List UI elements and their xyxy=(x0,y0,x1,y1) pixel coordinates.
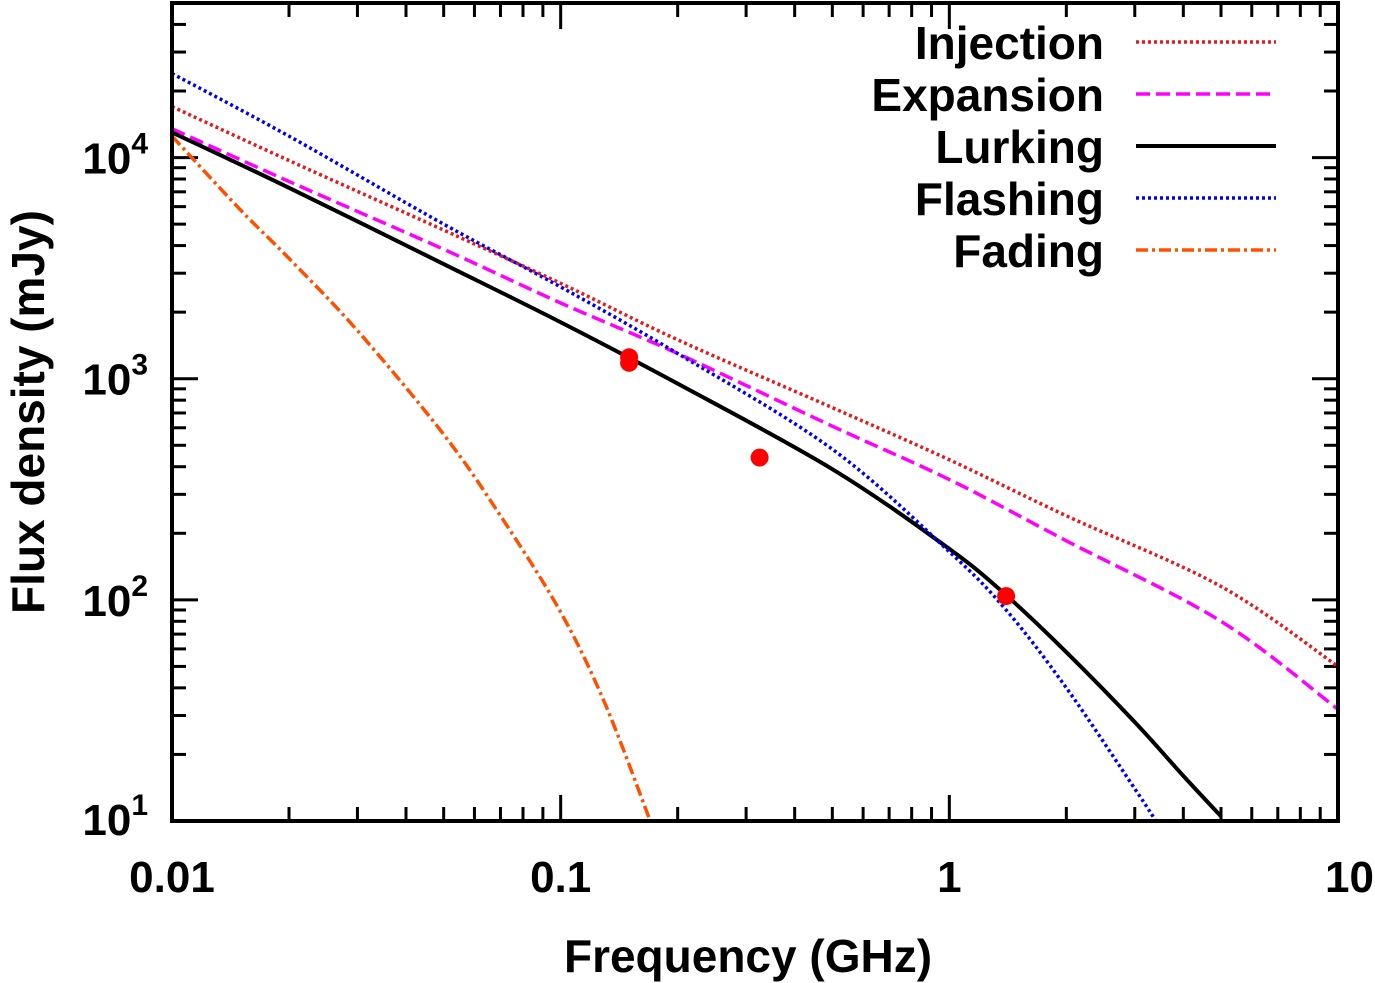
y-tick-labels: 101 102 103 104 xyxy=(82,128,148,845)
series-fading-line xyxy=(172,134,652,821)
plot-frame xyxy=(170,1,1340,823)
observed-point xyxy=(750,448,769,467)
series-injection-line xyxy=(172,105,1338,668)
x-tick-label: 10 xyxy=(1325,853,1374,902)
y-tick-label: 104 xyxy=(82,128,148,184)
series-lurking-line xyxy=(172,130,1223,818)
y-axis-label: Flux density (mJy) xyxy=(2,210,54,614)
observed-point xyxy=(997,587,1016,606)
legend-label-lurking: Lurking xyxy=(935,121,1104,173)
x-tick-label: 1 xyxy=(937,853,961,902)
y-tick-label: 102 xyxy=(82,570,148,626)
series-layer xyxy=(172,71,1338,821)
legend-label-fading: Fading xyxy=(953,225,1104,277)
observed-point xyxy=(620,353,639,372)
legend-label-flashing: Flashing xyxy=(915,173,1104,225)
series-expansion-line xyxy=(172,127,1338,711)
minor-ticks xyxy=(172,3,1338,821)
x-axis-label: Frequency (GHz) xyxy=(564,930,932,982)
y-tick-label: 103 xyxy=(82,349,148,405)
legend-label-injection: Injection xyxy=(915,17,1104,69)
x-tick-labels: 0.01 0.1 1 10 xyxy=(129,853,1374,902)
observed-points xyxy=(620,348,1016,606)
x-tick-label: 0.1 xyxy=(530,853,591,902)
x-tick-label: 0.01 xyxy=(129,853,215,902)
legend-label-expansion: Expansion xyxy=(871,69,1104,121)
y-tick-label: 101 xyxy=(82,789,148,845)
